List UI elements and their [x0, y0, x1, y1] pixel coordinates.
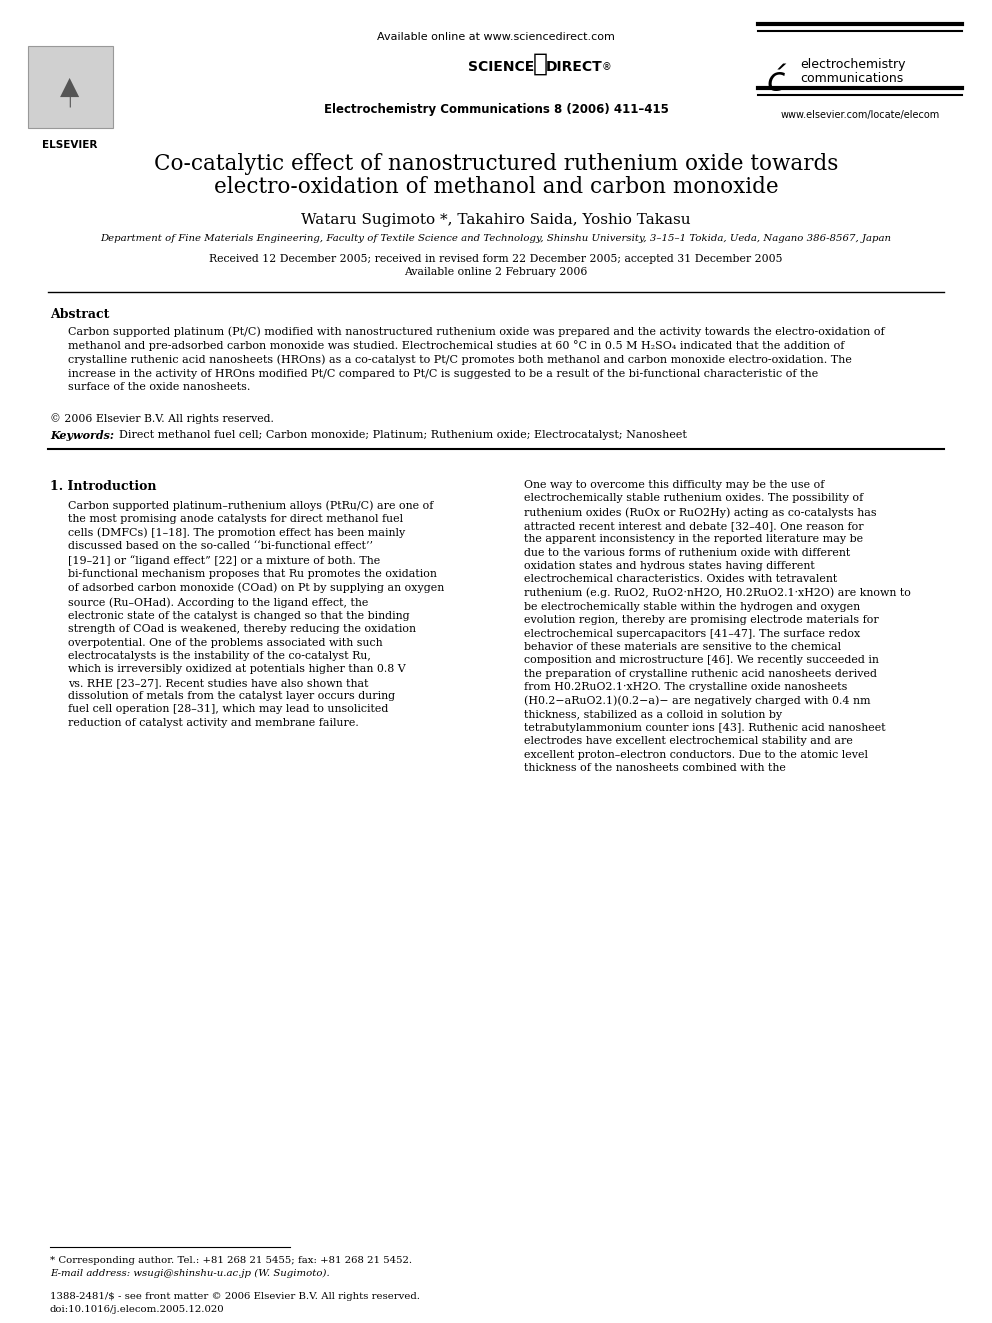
- Text: Available online 2 February 2006: Available online 2 February 2006: [405, 267, 587, 277]
- Text: Abstract: Abstract: [50, 308, 109, 321]
- Text: SCIENCE: SCIENCE: [468, 60, 535, 74]
- Text: www.elsevier.com/locate/elecom: www.elsevier.com/locate/elecom: [781, 110, 939, 120]
- Text: Keywords:: Keywords:: [50, 430, 114, 441]
- Text: Co-catalytic effect of nanostructured ruthenium oxide towards: Co-catalytic effect of nanostructured ru…: [154, 153, 838, 175]
- Text: electrochemistry: electrochemistry: [800, 58, 906, 71]
- Text: ć: ć: [766, 65, 785, 98]
- Text: Wataru Sugimoto *, Takahiro Saida, Yoshio Takasu: Wataru Sugimoto *, Takahiro Saida, Yoshi…: [302, 213, 690, 228]
- Text: © 2006 Elsevier B.V. All rights reserved.: © 2006 Elsevier B.V. All rights reserved…: [50, 413, 274, 423]
- Text: ELSEVIER: ELSEVIER: [43, 140, 97, 149]
- Text: DIRECT: DIRECT: [546, 60, 603, 74]
- Text: ⓓ: ⓓ: [533, 52, 548, 75]
- Text: ®: ®: [602, 62, 612, 71]
- Text: electro-oxidation of methanol and carbon monoxide: electro-oxidation of methanol and carbon…: [213, 176, 779, 198]
- Bar: [28, 46, 113, 128]
- Text: Received 12 December 2005; received in revised form 22 December 2005; accepted 3: Received 12 December 2005; received in r…: [209, 254, 783, 265]
- Text: 1388-2481/$ - see front matter © 2006 Elsevier B.V. All rights reserved.: 1388-2481/$ - see front matter © 2006 El…: [50, 1293, 420, 1301]
- Text: Available online at www.sciencedirect.com: Available online at www.sciencedirect.co…: [377, 32, 615, 42]
- Text: 1. Introduction: 1. Introduction: [50, 480, 157, 493]
- Text: Electrochemistry Communications 8 (2006) 411–415: Electrochemistry Communications 8 (2006)…: [323, 103, 669, 116]
- Text: Carbon supported platinum (Pt/C) modified with nanostructured ruthenium oxide wa: Carbon supported platinum (Pt/C) modifie…: [68, 325, 885, 392]
- Text: * Corresponding author. Tel.: +81 268 21 5455; fax: +81 268 21 5452.: * Corresponding author. Tel.: +81 268 21…: [50, 1256, 412, 1265]
- Text: Direct methanol fuel cell; Carbon monoxide; Platinum; Ruthenium oxide; Electroca: Direct methanol fuel cell; Carbon monoxi…: [112, 430, 686, 441]
- Text: Department of Fine Materials Engineering, Faculty of Textile Science and Technol: Department of Fine Materials Engineering…: [100, 234, 892, 243]
- Text: Carbon supported platinum–ruthenium alloys (PtRu/C) are one of
the most promisin: Carbon supported platinum–ruthenium allo…: [68, 500, 444, 728]
- Text: E-mail address: wsugi@shinshu-u.ac.jp (W. Sugimoto).: E-mail address: wsugi@shinshu-u.ac.jp (W…: [50, 1269, 329, 1278]
- Text: communications: communications: [800, 71, 904, 85]
- Text: ▲: ▲: [61, 75, 79, 99]
- Text: One way to overcome this difficulty may be the use of
electrochemically stable r: One way to overcome this difficulty may …: [524, 480, 911, 773]
- Text: doi:10.1016/j.elecom.2005.12.020: doi:10.1016/j.elecom.2005.12.020: [50, 1304, 224, 1314]
- Text: |: |: [67, 93, 72, 107]
